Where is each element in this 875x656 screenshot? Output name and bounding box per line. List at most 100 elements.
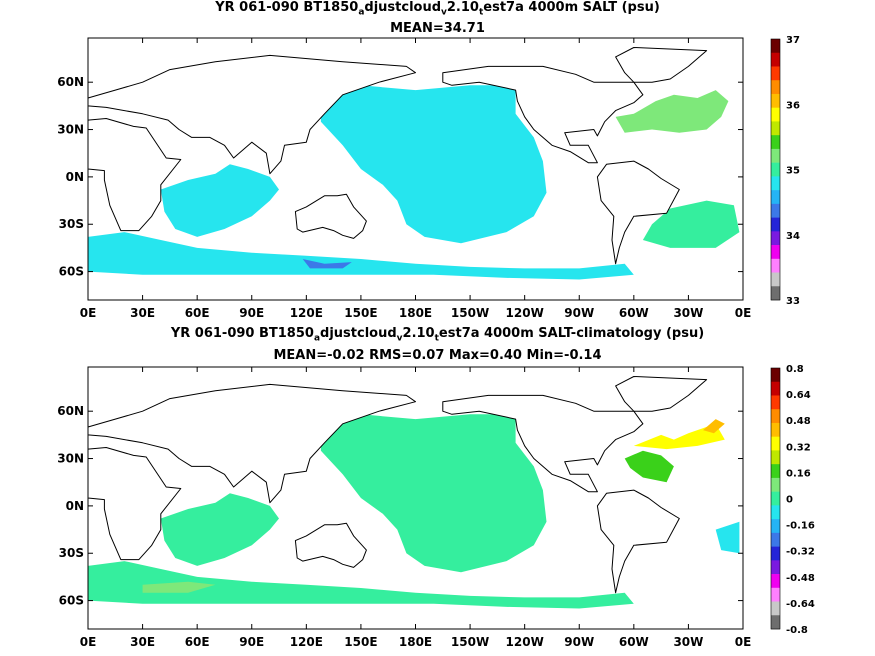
colorbar-swatch [771, 39, 780, 54]
continent-outline [596, 160, 680, 265]
y-tick-label: 60N [57, 404, 84, 418]
chart2-subtitle: MEAN=-0.02 RMS=0.07 Max=0.40 Min=-0.14 [273, 348, 602, 363]
x-tick-label: 120W [506, 306, 544, 320]
field-region [160, 164, 279, 237]
colorbar-tick-label: -0.64 [786, 599, 815, 610]
colorbar-tick-label: 36 [786, 100, 800, 111]
field-region [160, 493, 279, 566]
x-tick-label: 90W [564, 635, 594, 649]
chart1-title-sub: a [358, 7, 365, 18]
x-tick-label: 180E [399, 635, 432, 649]
colorbar-swatch [771, 190, 780, 205]
colorbar-swatch [771, 121, 780, 136]
x-tick-label: 120E [290, 635, 323, 649]
chart2-title-sub: v [396, 333, 403, 344]
x-tick-label: 150W [451, 306, 489, 320]
x-tick-label: 150W [451, 635, 489, 649]
x-tick-label: 90E [239, 635, 264, 649]
colorbar-swatch [771, 66, 780, 81]
x-tick-label: 0E [80, 635, 97, 649]
colorbar-swatch [771, 519, 780, 534]
chart1-title-part: YR 061-090 BT1850 [215, 0, 359, 15]
colorbar-swatch [771, 381, 780, 396]
colorbar-tick-label: 0.32 [786, 442, 811, 453]
colorbar-swatch [771, 601, 780, 616]
x-tick-label: 0E [80, 306, 97, 320]
chart2-title-sub: a [313, 333, 321, 344]
x-tick-label: 30W [673, 635, 703, 649]
colorbar-swatch [771, 574, 780, 589]
colorbar-tick-label: -0.16 [786, 521, 815, 532]
continent-outline [294, 193, 367, 239]
y-tick-label: 30S [59, 217, 84, 231]
chart2-title: YR 061-090 BT1850adjustcloudv2.10test7a … [0, 326, 875, 347]
continent-outline [615, 47, 708, 83]
x-tick-label: 60E [185, 306, 210, 320]
chart2-title-sub: t [434, 333, 439, 344]
colorbar-tick-label: 0.16 [786, 468, 811, 479]
colorbar-swatch [771, 615, 780, 630]
x-tick-label: 60E [185, 635, 210, 649]
y-tick-label: 0N [66, 170, 84, 184]
colorbar-swatch [771, 560, 780, 575]
continent-outline [87, 118, 182, 232]
colorbar-swatch [771, 368, 780, 383]
field-region [88, 561, 634, 609]
colorbar-swatch [771, 272, 780, 287]
x-tick-label: 90E [239, 306, 264, 320]
colorbar-tick-label: 35 [786, 166, 800, 177]
chart2-title-part: djustcloud [320, 326, 397, 341]
x-tick-label: 30E [130, 635, 155, 649]
colorbar-swatch [771, 395, 780, 410]
x-tick-label: 0E [735, 306, 752, 320]
x-tick-label: 60W [619, 635, 649, 649]
continent-outline [442, 65, 644, 164]
field-region [315, 79, 547, 244]
colorbar-swatch [771, 107, 780, 122]
colorbar-swatch [771, 286, 780, 301]
y-tick-label: 60S [59, 265, 84, 279]
colorbar-swatch [771, 217, 780, 232]
field-region [142, 581, 216, 593]
continent-outline [615, 376, 708, 412]
y-tick-label: 0N [66, 499, 84, 513]
colorbar-tick-label: 0.48 [786, 416, 811, 427]
continent-outline [442, 394, 644, 493]
colorbar-tick-label: 33 [786, 296, 800, 307]
colorbar-swatch [771, 409, 780, 424]
continent-outline [87, 383, 416, 504]
continent-outline [87, 447, 182, 561]
colorbar-swatch [771, 52, 780, 67]
colorbar-tick-label: 34 [786, 231, 800, 242]
colorbar-tick-label: 0 [786, 495, 793, 506]
continent-outline [294, 522, 367, 568]
colorbar-swatch [771, 258, 780, 273]
chart2-title-part: est7a 4000m SALT-climatology (psu) [438, 326, 705, 341]
colorbar-swatch [771, 436, 780, 451]
colorbar-swatch [771, 203, 780, 218]
field-region [715, 521, 740, 554]
colorbar-swatch [771, 532, 780, 547]
colorbar-swatch [771, 245, 780, 260]
map-panel-1: 0E 30E 60E 90E 120E 150E 180E 150W 120W 90W 60W 30W… [57, 35, 800, 320]
x-tick-label: 150E [344, 306, 377, 320]
chart2-title-part: YR 061-090 BT1850 [170, 326, 314, 341]
x-tick-label: 30W [673, 306, 703, 320]
chart1-title: YR 061-090 BT1850adjustcloudv2.10test7a … [0, 0, 875, 21]
colorbar-frame [770, 38, 781, 301]
chart1-subtitle: MEAN=34.71 [390, 21, 485, 36]
colorbar-swatch [771, 135, 780, 150]
y-tick-label: 30S [59, 546, 84, 560]
field-region [703, 419, 725, 434]
continent-outline [87, 54, 416, 175]
field-region [315, 408, 547, 573]
colorbar-tick-label: -0.48 [786, 573, 815, 584]
colorbar-swatch [771, 231, 780, 246]
field-region [88, 232, 634, 280]
colorbar-swatch [771, 491, 780, 506]
colorbar-swatch [771, 464, 780, 479]
colorbar-swatch [771, 546, 780, 561]
chart1-title-part: est7a 4000m SALT (psu) [483, 0, 660, 15]
colorbar-frame [770, 367, 781, 630]
